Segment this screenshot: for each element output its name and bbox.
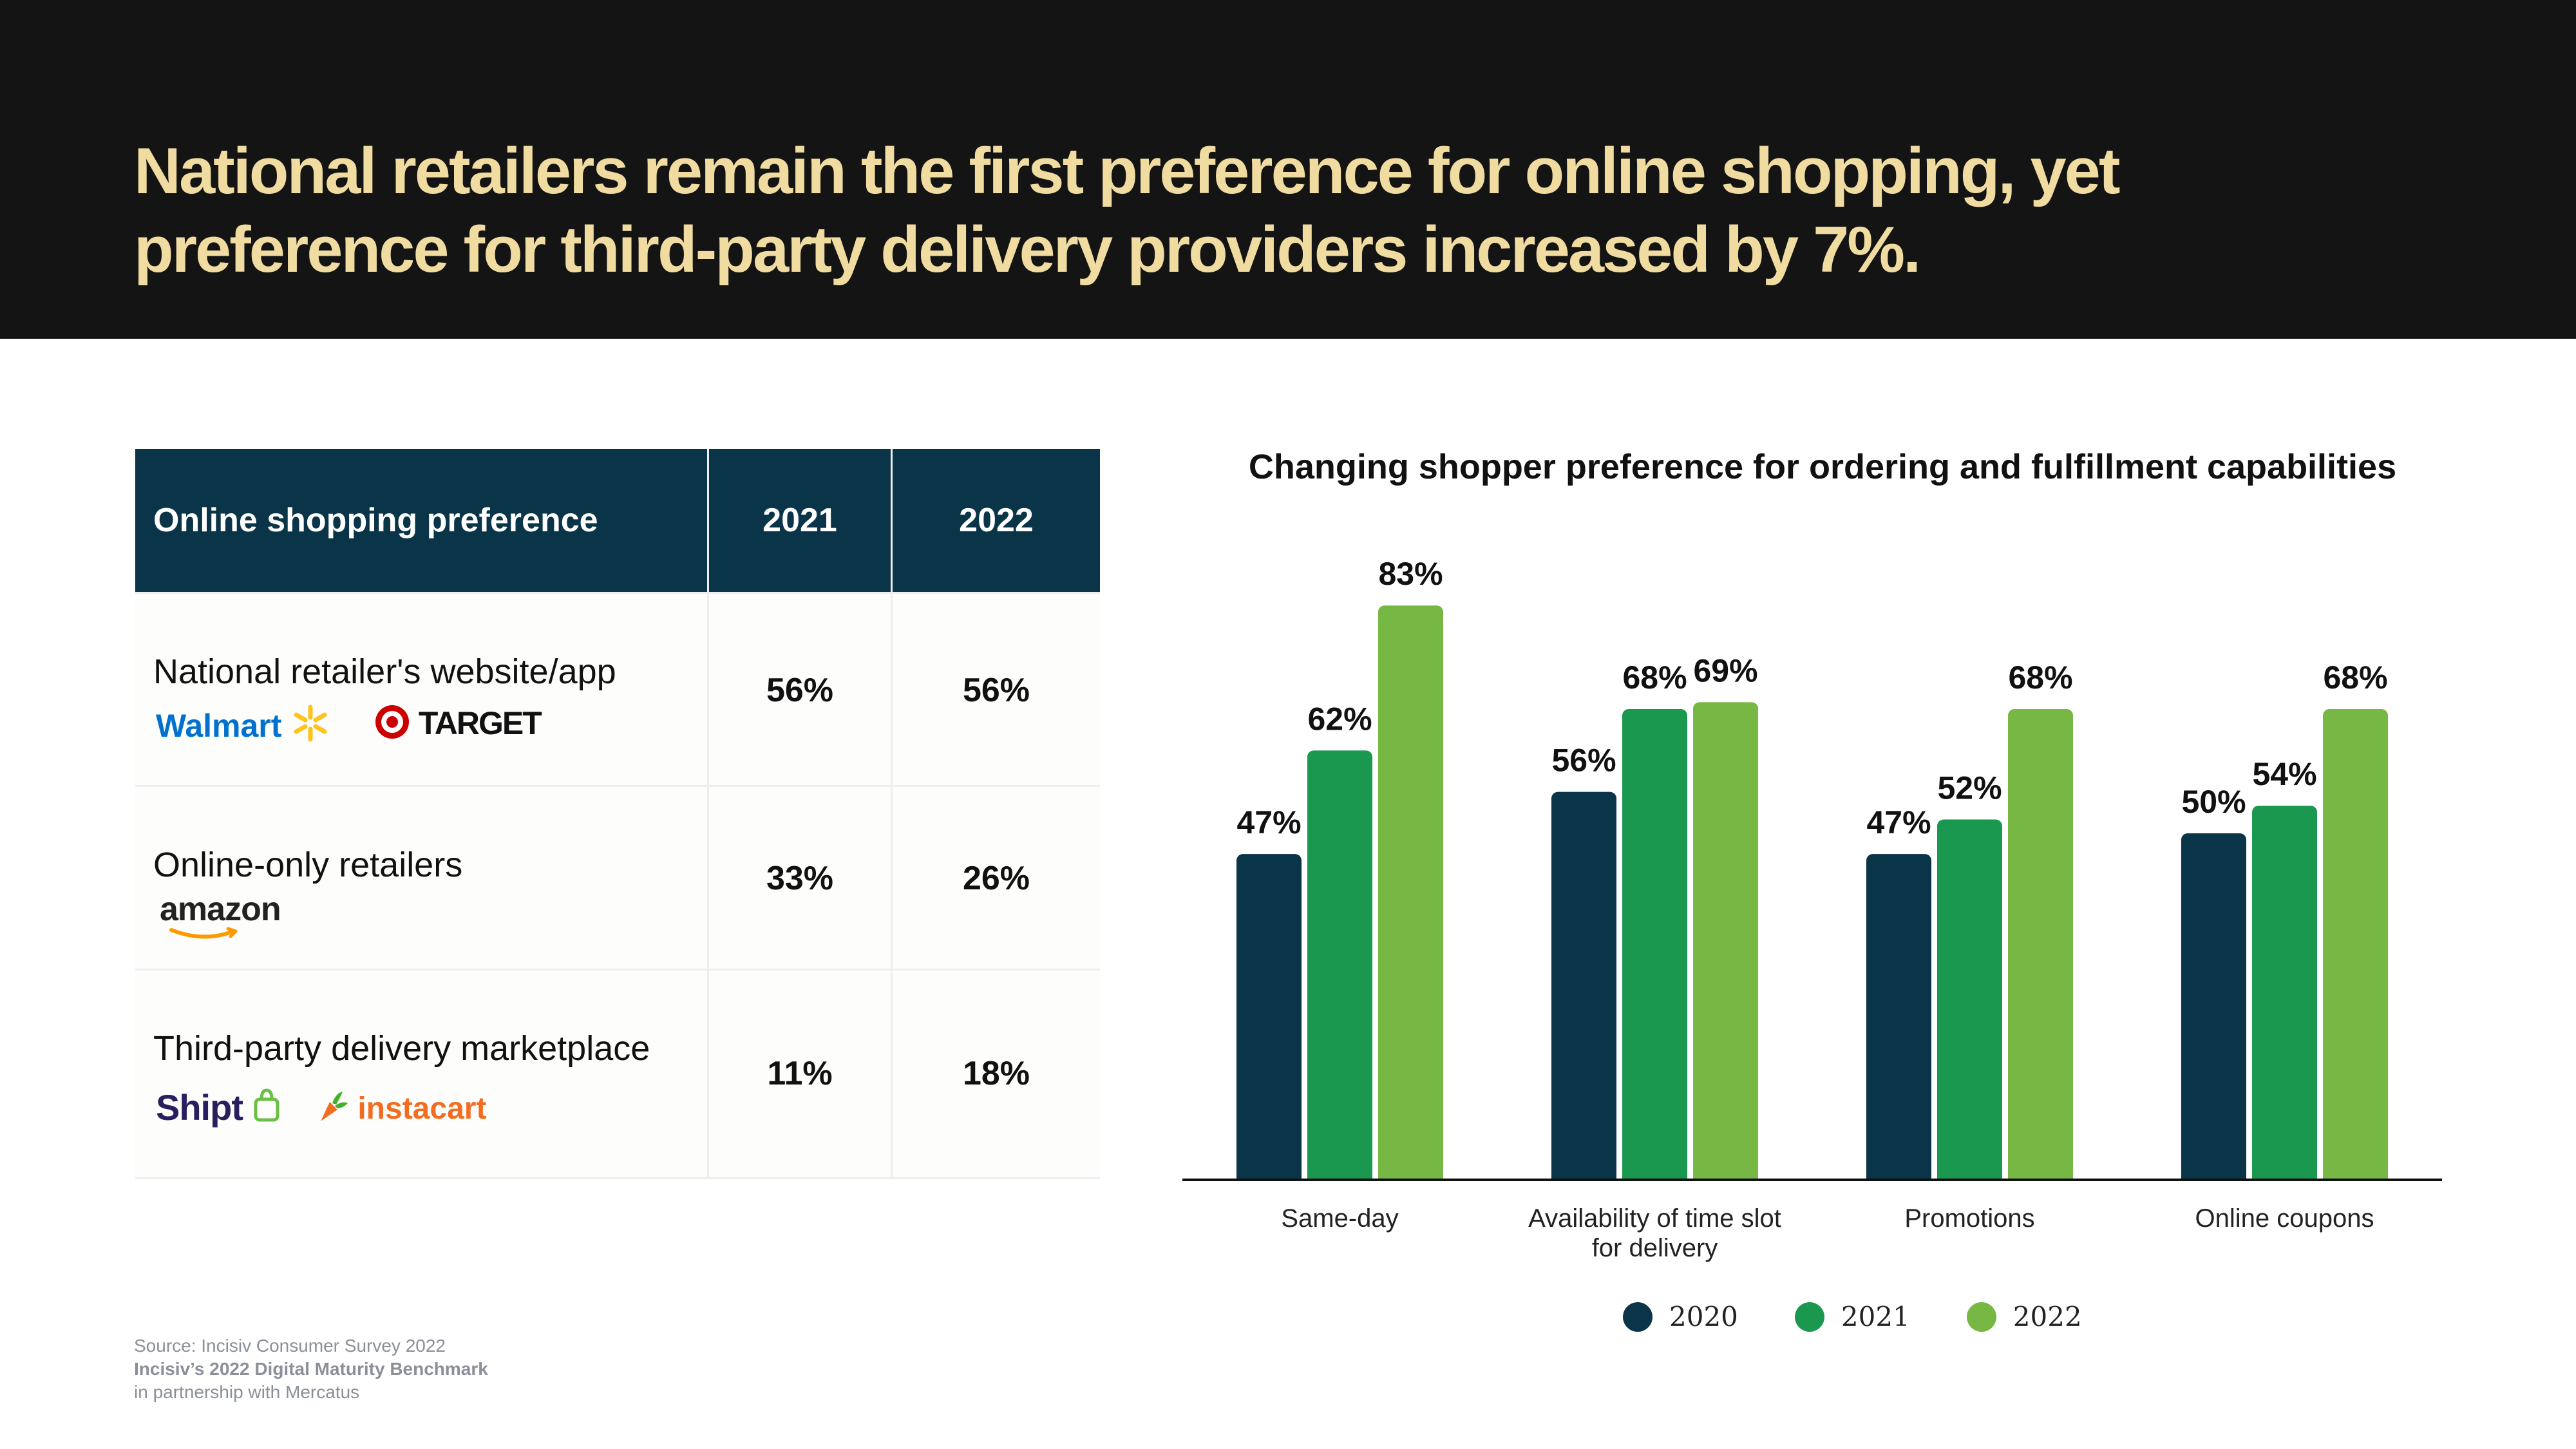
data-label: 68% — [2323, 659, 2387, 696]
category-label: Availability of time slot — [1528, 1204, 1781, 1233]
row-label: Online-only retailers — [153, 846, 463, 884]
instacart-logo: instacart — [317, 1089, 486, 1126]
data-label: 68% — [2008, 659, 2072, 696]
bar-2020 — [2181, 833, 2246, 1179]
bar-2020 — [1551, 791, 1616, 1179]
benchmark-line: Incisiv’s 2022 Digital Maturity Benchmar… — [134, 1359, 488, 1379]
legend-item: 2020 — [1623, 1301, 1738, 1332]
legend-item: 2021 — [1794, 1301, 1910, 1332]
bar-base — [1693, 1171, 1758, 1179]
bar-base — [1866, 1171, 1931, 1179]
bar-base — [2252, 1171, 2317, 1179]
chart-legend: 2020 2021 2022 — [1623, 1301, 2082, 1332]
table-row: Online-only retailers amazon 33% 26% — [135, 785, 1100, 971]
data-label: 56% — [1551, 743, 1616, 779]
legend-swatch — [1966, 1302, 1996, 1332]
source-note: Source: Incisiv Consumer Survey 2022 Inc… — [134, 1334, 488, 1404]
walmart-spark-icon — [294, 705, 327, 742]
bar-2021 — [1937, 819, 2002, 1179]
chart-title: Changing shopper preference for ordering… — [1248, 448, 2397, 486]
bar-base — [2181, 1171, 2246, 1179]
legend-item: 2022 — [1966, 1301, 2082, 1332]
headline-line-2: preference for third-party delivery prov… — [134, 214, 1921, 286]
table-header-2022: 2022 — [893, 449, 1100, 592]
category-label: for delivery — [1592, 1234, 1718, 1262]
data-label: 52% — [1937, 770, 2002, 806]
value-2022: 18% — [962, 1055, 1030, 1092]
bar-base — [1551, 1171, 1616, 1179]
bar-2022 — [2323, 709, 2388, 1179]
bar-base — [2323, 1171, 2388, 1179]
data-label: 54% — [2252, 756, 2316, 792]
data-label: 83% — [1378, 556, 1443, 592]
amazon-logo: amazon — [160, 890, 281, 939]
value-2022: 56% — [962, 672, 1030, 709]
table-row: Third-party delivery marketplace Shipt i… — [135, 969, 1100, 1179]
data-label: 69% — [1693, 652, 1757, 688]
data-label: 47% — [1866, 804, 1931, 840]
bar-2020 — [1866, 854, 1931, 1179]
data-label: 50% — [2181, 784, 2246, 820]
column-divider — [891, 449, 893, 1179]
data-label: 68% — [1622, 659, 1687, 696]
shipt-bag-icon — [254, 1088, 279, 1122]
category-label: Same-day — [1281, 1204, 1398, 1233]
value-2021: 56% — [766, 672, 834, 709]
bar-2022 — [1378, 605, 1443, 1179]
bar-base — [1378, 1171, 1443, 1179]
bar-2021 — [2252, 806, 2317, 1179]
row-label: Third-party delivery marketplace — [153, 1029, 650, 1068]
shipt-logo: Shipt — [156, 1086, 281, 1128]
value-2021: 11% — [767, 1055, 833, 1092]
bar-2020 — [1236, 854, 1302, 1179]
bar-2021 — [1307, 750, 1372, 1179]
bar-base — [1236, 1171, 1302, 1179]
category-label: Promotions — [1904, 1204, 2034, 1233]
bar-base — [2008, 1171, 2073, 1179]
legend-swatch — [1794, 1302, 1824, 1332]
legend-label: 2022 — [2012, 1301, 2082, 1332]
bar-base — [1622, 1171, 1687, 1179]
table-header-label: Online shopping preference — [135, 449, 707, 592]
partnership-line: in partnership with Mercatus — [134, 1382, 360, 1402]
page-title: National retailers remain the first pref… — [134, 132, 2388, 289]
bar-base — [1307, 1171, 1372, 1179]
bar-base — [1937, 1171, 2002, 1179]
amazon-smile-icon — [169, 927, 238, 939]
table-header-2021: 2021 — [709, 449, 891, 592]
preference-table: Online shopping preference 2021 2022 Nat… — [135, 449, 1100, 1179]
data-label: 47% — [1236, 804, 1301, 840]
source-line: Source: Incisiv Consumer Survey 2022 — [134, 1336, 446, 1356]
walmart-logo: Walmart — [156, 703, 330, 744]
column-divider — [707, 449, 709, 1179]
legend-swatch — [1623, 1302, 1653, 1332]
category-label: Online coupons — [2195, 1204, 2374, 1233]
legend-label: 2020 — [1669, 1301, 1738, 1332]
value-2022: 26% — [962, 860, 1030, 897]
header-banner: National retailers remain the first pref… — [0, 0, 2576, 339]
target-bullseye-icon — [375, 705, 409, 739]
target-logo: TARGET — [374, 703, 542, 742]
bar-2022 — [1693, 702, 1758, 1179]
headline-line-1: National retailers remain the first pref… — [134, 135, 2120, 207]
value-2021: 33% — [766, 860, 834, 897]
bar-2021 — [1622, 709, 1687, 1179]
row-label: National retailer's website/app — [153, 652, 616, 691]
legend-label: 2021 — [1841, 1301, 1910, 1332]
data-label: 62% — [1307, 701, 1372, 737]
instacart-carrot-icon — [321, 1092, 348, 1121]
bar-2022 — [2008, 709, 2073, 1179]
table-row: National retailer's website/app Walmart — [135, 592, 1100, 787]
